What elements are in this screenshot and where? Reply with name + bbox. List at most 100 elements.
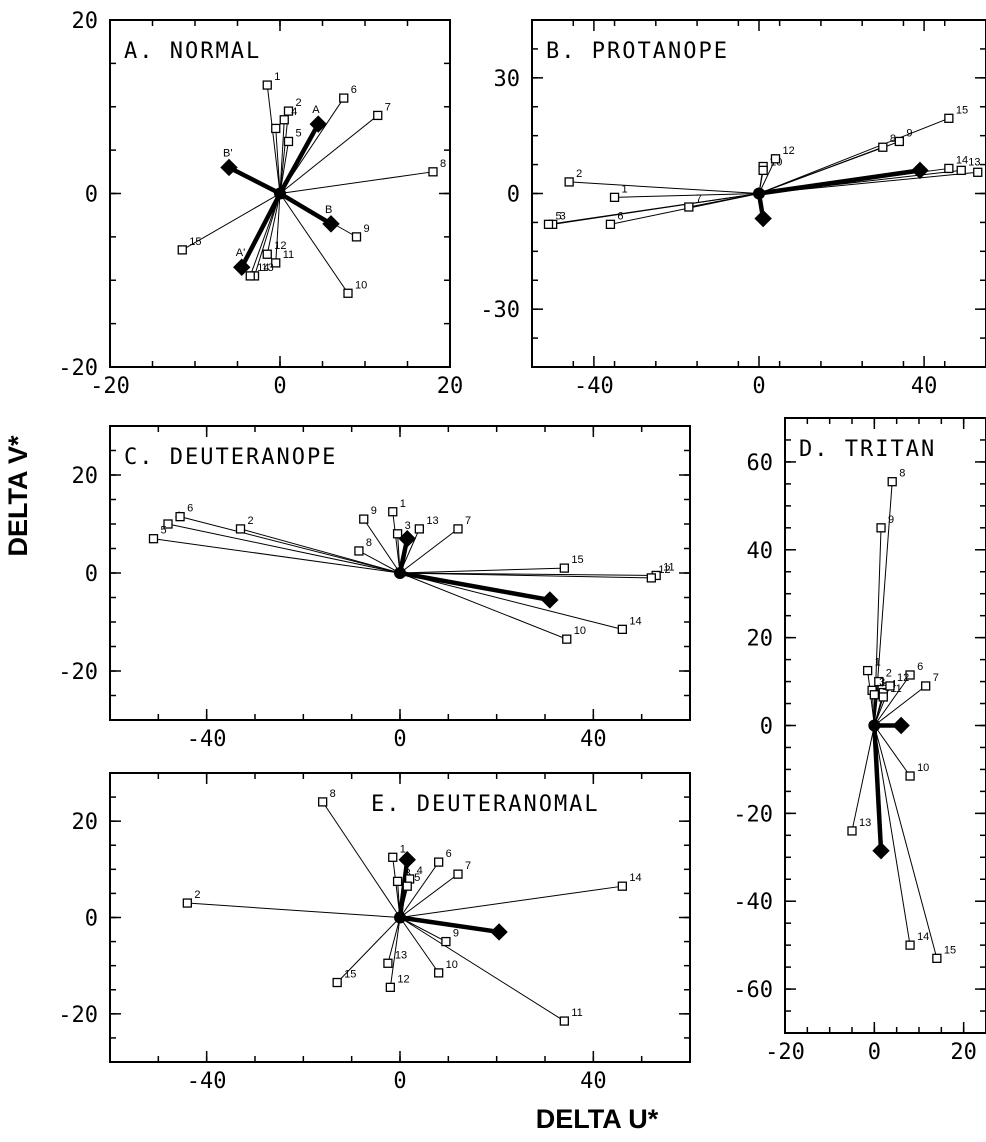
- mean-label: B: [325, 204, 332, 216]
- cap-marker-9: [441, 936, 451, 947]
- y-tick-label: -20: [58, 356, 98, 381]
- panel-title: B. PROTANOPE: [546, 39, 729, 64]
- cap-ray-6: [179, 516, 401, 574]
- cap-ray-11: [399, 917, 565, 1022]
- cap-ray-8: [358, 550, 401, 574]
- cap-label-12: 12: [274, 240, 286, 252]
- y-tick-label: -20: [58, 660, 98, 685]
- mean-label: B': [223, 147, 232, 159]
- cap-ray-1: [266, 85, 281, 194]
- cap-label-12: 12: [658, 564, 670, 576]
- cap-label-9: 9: [888, 514, 894, 526]
- cap-ray-14: [399, 885, 623, 918]
- cap-label-6: 6: [187, 503, 193, 515]
- mean-vector-1: [278, 191, 333, 226]
- mean-diamond-1: [872, 841, 890, 860]
- cap-label-2: 2: [248, 515, 254, 527]
- cap-label-14: 14: [917, 931, 929, 943]
- cap-label-5: 5: [414, 872, 420, 884]
- cap-marker-6: [175, 512, 185, 522]
- cap-label-14: 14: [629, 615, 641, 627]
- cap-label-9: 9: [906, 127, 912, 139]
- cap-ray-11: [275, 193, 281, 263]
- x-tick-label: 40: [580, 1069, 607, 1094]
- cap-label-5: 5: [556, 210, 562, 222]
- cap-ray-8: [322, 801, 401, 918]
- y-tick-label: 0: [85, 562, 98, 587]
- cap-ray-15: [182, 193, 281, 251]
- panel-title: E. DEUTERANOMAL: [371, 792, 600, 817]
- cap-marker-3: [392, 876, 403, 887]
- cap-ray-10: [279, 193, 349, 294]
- cap-marker-13: [383, 958, 393, 968]
- cap-label-1: 1: [274, 71, 280, 83]
- cap-marker-7: [453, 524, 463, 534]
- cap-marker-2: [182, 898, 192, 908]
- y-tick-label: 60: [747, 451, 774, 476]
- cap-label-10: 10: [574, 625, 586, 637]
- cap-ray-13: [851, 725, 875, 832]
- cap-ray-2: [279, 111, 289, 194]
- mean-diamond-0: [541, 591, 559, 609]
- cap-label-13: 13: [395, 949, 407, 961]
- cap-marker-10: [343, 288, 353, 298]
- cap-marker-11: [973, 167, 983, 177]
- cap-label-6: 6: [351, 84, 357, 96]
- panel-title: D. TRITAN: [799, 437, 936, 462]
- cap-label-9: 9: [453, 928, 459, 940]
- cap-label-12: 12: [397, 973, 409, 985]
- cap-marker-5: [869, 690, 879, 700]
- cap-label-14: 14: [257, 262, 269, 274]
- cap-label-10: 10: [917, 762, 929, 774]
- cap-marker-10: [758, 165, 768, 176]
- cap-ray-6: [399, 861, 440, 918]
- cap-label-11: 11: [571, 1007, 582, 1019]
- cap-marker-3: [271, 123, 281, 134]
- x-tick-label: 20: [437, 374, 464, 399]
- y-tick-label: 30: [494, 67, 521, 92]
- cap-marker-14: [905, 940, 915, 950]
- mean-vector-0: [758, 168, 921, 196]
- cap-marker-1: [262, 80, 272, 90]
- x-tick-label: -20: [765, 1040, 805, 1065]
- cap-marker-7: [921, 681, 931, 691]
- cap-label-14: 14: [629, 872, 641, 884]
- cap-marker-13: [956, 165, 966, 176]
- cap-marker-1: [388, 852, 398, 862]
- cap-marker-8: [878, 142, 888, 152]
- cap-label-11: 11: [890, 683, 901, 695]
- cap-marker-7: [453, 869, 463, 879]
- cap-label-3: 3: [560, 210, 566, 222]
- cap-marker-1: [388, 507, 398, 517]
- x-tick-label: 0: [273, 374, 286, 399]
- panel-title: C. DEUTERANOPE: [124, 445, 337, 470]
- cap-marker-10: [562, 634, 572, 644]
- cap-label-4: 4: [417, 865, 423, 877]
- cap-label-5: 5: [296, 127, 302, 139]
- cap-label-8: 8: [899, 468, 905, 480]
- cap-label-13: 13: [426, 515, 438, 527]
- cap-ray-13: [254, 193, 281, 277]
- cap-marker-13: [414, 524, 424, 534]
- mean-diamond-0: [309, 115, 327, 133]
- cap-ray-12: [389, 917, 401, 988]
- cap-marker-12: [385, 982, 395, 992]
- cap-label-1: 1: [875, 657, 881, 669]
- cap-marker-7: [373, 110, 383, 121]
- cap-label-13: 13: [859, 817, 871, 829]
- y-tick-label: 0: [85, 183, 98, 208]
- cap-marker-11: [271, 258, 281, 268]
- y-tick-label: 0: [85, 907, 98, 932]
- y-tick-label: 0: [760, 715, 773, 740]
- cap-ray-10: [399, 572, 567, 640]
- cap-marker-7: [684, 202, 694, 212]
- cap-marker-11: [559, 1016, 569, 1026]
- cap-label-9: 9: [371, 505, 377, 517]
- cap-marker-1: [862, 665, 873, 676]
- x-tick-label: -20: [90, 374, 130, 399]
- cap-marker-15: [559, 563, 569, 573]
- cap-ray-2: [240, 528, 401, 574]
